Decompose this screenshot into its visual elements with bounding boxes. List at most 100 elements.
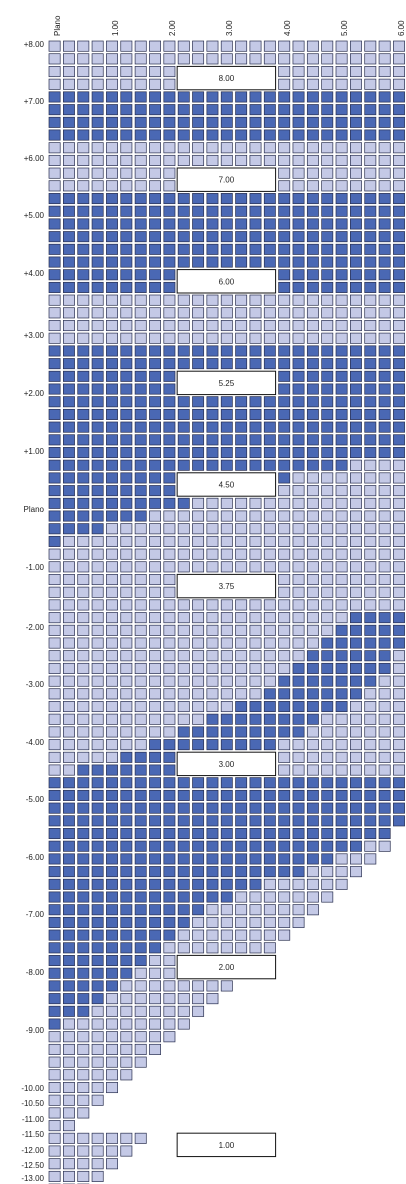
grid-cell (62, 256, 75, 268)
grid-cell (206, 688, 219, 700)
grid-cell (350, 548, 362, 560)
grid-cell (235, 421, 248, 433)
grid-cell (48, 1094, 61, 1106)
grid-cell (364, 294, 377, 306)
grid-cell (350, 866, 362, 878)
grid-cell (306, 358, 319, 370)
grid-cell (378, 66, 391, 78)
grid-cell (192, 802, 205, 814)
grid-cell (177, 142, 190, 154)
grid-cell (350, 586, 362, 598)
grid-cell (206, 510, 219, 522)
grid-cell (378, 142, 391, 154)
grid-cell (306, 713, 319, 725)
grid-cell (163, 1018, 176, 1030)
grid-cell (62, 1031, 75, 1043)
grid-cell (364, 447, 377, 459)
grid-cell (364, 142, 377, 154)
grid-cell (62, 408, 75, 420)
grid-cell (278, 154, 291, 166)
grid-cell (220, 828, 233, 840)
grid-cell (278, 828, 291, 840)
grid-cell (378, 459, 391, 471)
grid-cell (393, 815, 405, 827)
grid-cell (321, 599, 334, 611)
grid-cell (62, 789, 75, 801)
box-label-text: 2.00 (219, 963, 235, 972)
grid-cell (106, 1069, 118, 1081)
grid-cell (378, 332, 391, 344)
grid-cell (48, 967, 61, 979)
grid-cell (177, 916, 190, 928)
grid-cell (149, 662, 161, 674)
grid-cell (134, 243, 147, 255)
grid-cell (48, 434, 61, 446)
grid-cell (77, 154, 90, 166)
grid-cell (306, 472, 319, 484)
grid-cell (249, 345, 262, 357)
grid-cell (177, 408, 190, 420)
grid-cell (62, 675, 75, 687)
grid-cell (62, 535, 75, 547)
grid-cell (77, 942, 90, 954)
grid-cell (278, 40, 291, 52)
grid-cell (206, 193, 219, 205)
grid-cell (364, 561, 377, 573)
grid-cell (249, 243, 262, 255)
grid-cell (364, 535, 377, 547)
grid-cell (263, 904, 276, 916)
grid-cell (120, 789, 133, 801)
grid-cell (335, 853, 348, 865)
grid-cell (292, 396, 305, 408)
grid-cell (350, 243, 362, 255)
grid-cell (335, 802, 348, 814)
grid-cell (393, 548, 405, 560)
grid-cell (350, 180, 362, 192)
grid-cell (321, 408, 334, 420)
grid-cell (192, 447, 205, 459)
grid-cell (378, 358, 391, 370)
grid-cell (335, 485, 348, 497)
grid-cell (278, 916, 291, 928)
grid-cell (91, 967, 104, 979)
grid-cell (77, 459, 90, 471)
grid-cell (378, 599, 391, 611)
grid-cell (220, 497, 233, 509)
grid-cell (378, 548, 391, 560)
grid-cell (220, 243, 233, 255)
grid-cell (91, 421, 104, 433)
grid-cell (177, 1005, 190, 1017)
grid-cell (106, 1018, 118, 1030)
grid-cell (149, 78, 161, 90)
grid-cell (163, 142, 176, 154)
grid-cell (321, 675, 334, 687)
grid-cell (77, 370, 90, 382)
grid-cell (278, 751, 291, 763)
grid-cell (393, 116, 405, 128)
grid-cell (235, 548, 248, 560)
grid-cell (177, 726, 190, 738)
grid-cell (335, 294, 348, 306)
grid-cell (235, 218, 248, 230)
grid-cell (206, 548, 219, 560)
grid-cell (364, 523, 377, 535)
grid-cell (149, 408, 161, 420)
grid-cell (321, 485, 334, 497)
grid-cell (378, 40, 391, 52)
grid-cell (249, 91, 262, 103)
grid-cell (120, 523, 133, 535)
grid-cell (48, 1107, 61, 1119)
grid-cell (306, 231, 319, 243)
grid-cell (278, 383, 291, 395)
grid-cell (206, 205, 219, 217)
grid-cell (335, 866, 348, 878)
grid-cell (378, 408, 391, 420)
grid-cell (77, 434, 90, 446)
y-tick-label: Plano (24, 505, 45, 514)
grid-cell (220, 853, 233, 865)
grid-cell (350, 828, 362, 840)
grid-cell (77, 396, 90, 408)
grid-cell (306, 599, 319, 611)
grid-cell (321, 523, 334, 535)
grid-cell (220, 218, 233, 230)
